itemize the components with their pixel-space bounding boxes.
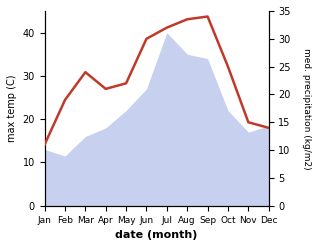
Y-axis label: max temp (C): max temp (C): [7, 75, 17, 142]
Y-axis label: med. precipitation (kg/m2): med. precipitation (kg/m2): [302, 48, 311, 169]
X-axis label: date (month): date (month): [115, 230, 198, 240]
